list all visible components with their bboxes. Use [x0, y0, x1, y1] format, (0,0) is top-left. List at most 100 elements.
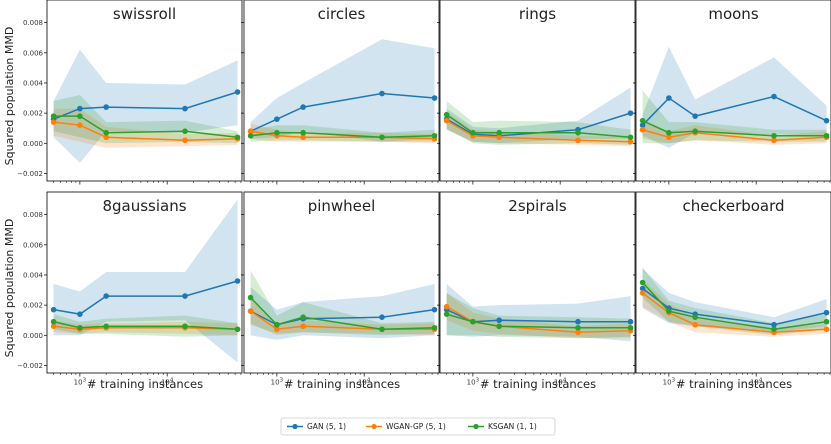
data-point-gan-5-1	[77, 105, 83, 112]
legend-frame	[280, 417, 556, 436]
panel-title: moons	[708, 5, 758, 23]
data-point-ksgan-1-1	[470, 129, 476, 136]
data-point-ksgan-1-1	[103, 323, 109, 330]
data-point-wgan-gp-5-1	[692, 321, 698, 328]
confidence-band-wgan-gp-5-1	[446, 111, 631, 147]
y-tick-label: −0.002	[17, 362, 43, 370]
y-axis-label-top: Squared population MMD	[3, 27, 16, 166]
confidence-band-wgan-gp-5-1	[250, 123, 435, 144]
data-point-ksgan-1-1	[627, 134, 634, 141]
legend: GAN (5, 1) WGAN-GP (5, 1) KSGAN (1, 1)	[280, 417, 556, 436]
data-point-wgan-gp-5-1	[575, 137, 581, 144]
plot-area	[47, 0, 242, 181]
data-point-wgan-gp-5-1	[443, 117, 450, 124]
data-point-ksgan-1-1	[470, 318, 476, 325]
legend-label-gan: GAN (5, 1)	[307, 422, 346, 431]
confidence-band-wgan-gp-5-1	[446, 293, 631, 339]
confidence-band-ksgan-1-1	[642, 267, 827, 336]
data-point-wgan-gp-5-1	[300, 323, 306, 330]
data-point-ksgan-1-1	[300, 129, 306, 136]
x-axis-label-3: # training instances	[480, 377, 596, 391]
plot-frame	[46, 191, 243, 374]
data-point-wgan-gp-5-1	[50, 323, 57, 330]
data-point-gan-5-1	[379, 314, 385, 320]
plot-frame	[635, 0, 831, 182]
plot-area	[636, 0, 831, 181]
legend-marker-gan	[292, 423, 298, 430]
data-point-gan-5-1	[639, 122, 646, 128]
data-point-wgan-gp-5-1	[443, 303, 450, 310]
data-point-wgan-gp-5-1	[247, 308, 254, 314]
legend-marker-ksgan	[473, 423, 479, 430]
data-point-ksgan-1-1	[771, 326, 777, 333]
x-axis-label-1: # training instances	[87, 377, 203, 391]
data-point-gan-5-1	[496, 317, 502, 324]
confidence-band-gan-5-1	[250, 39, 435, 142]
confidence-band-ksgan-1-1	[642, 90, 827, 144]
data-point-wgan-gp-5-1	[496, 134, 502, 141]
data-point-gan-5-1	[639, 285, 646, 292]
data-point-wgan-gp-5-1	[182, 137, 188, 144]
y-tick-label: 0.006	[23, 241, 44, 249]
data-point-ksgan-1-1	[666, 129, 672, 136]
plot-frame	[243, 0, 440, 182]
data-point-gan-5-1	[379, 90, 385, 97]
panel-2spirals: 2spirals 103 104	[437, 191, 636, 387]
panel-circles: circles	[241, 0, 440, 185]
data-point-gan-5-1	[234, 89, 241, 95]
x-tick-label: 104	[358, 378, 371, 387]
panel-swissroll: swissroll −0.002 0.000 0.002 0.004 0.006 0.008	[17, 0, 243, 185]
data-point-ksgan-1-1	[771, 132, 777, 139]
x-axis-label-4: # training instances	[676, 377, 792, 391]
data-point-ksgan-1-1	[234, 326, 241, 333]
confidence-band-gan-5-1	[53, 199, 238, 363]
legend-label-ksgan: KSGAN (1, 1)	[488, 422, 537, 431]
panel-pinwheel: pinwheel 103 104	[241, 191, 440, 387]
data-point-gan-5-1	[823, 309, 830, 316]
data-point-gan-5-1	[627, 110, 634, 116]
data-point-wgan-gp-5-1	[247, 128, 254, 135]
data-point-gan-5-1	[50, 306, 57, 313]
data-point-ksgan-1-1	[692, 128, 698, 135]
data-point-ksgan-1-1	[274, 321, 280, 328]
confidence-band-gan-5-1	[250, 284, 435, 340]
plot-area	[244, 192, 439, 373]
data-point-ksgan-1-1	[627, 324, 634, 331]
confidence-band-gan-5-1	[446, 87, 631, 144]
y-tick-label: 0.006	[23, 49, 44, 57]
x-tick-label: 103	[467, 378, 480, 387]
data-point-gan-5-1	[692, 113, 698, 119]
data-point-ksgan-1-1	[496, 129, 502, 136]
data-point-gan-5-1	[627, 318, 634, 325]
data-point-ksgan-1-1	[443, 311, 450, 317]
plot-frame	[439, 0, 636, 182]
data-point-ksgan-1-1	[575, 129, 581, 136]
confidence-band-gan-5-1	[446, 284, 631, 342]
data-point-wgan-gp-5-1	[639, 290, 646, 296]
data-point-wgan-gp-5-1	[77, 122, 83, 128]
x-tick-label: 103	[74, 378, 87, 387]
plot-area	[636, 192, 831, 373]
data-point-wgan-gp-5-1	[103, 134, 109, 141]
data-point-gan-5-1	[823, 117, 830, 124]
x-tick-label: 103	[663, 378, 676, 387]
panel-title: pinwheel	[308, 197, 376, 215]
x-tick-label: 104	[161, 378, 174, 387]
data-point-ksgan-1-1	[182, 128, 188, 135]
data-point-gan-5-1	[431, 306, 438, 313]
panel-title: swissroll	[113, 5, 176, 23]
data-point-ksgan-1-1	[77, 324, 83, 331]
data-point-ksgan-1-1	[431, 324, 438, 331]
data-point-gan-5-1	[431, 95, 438, 101]
y-tick-label: 0.002	[23, 302, 43, 310]
data-point-gan-5-1	[666, 95, 672, 101]
data-point-gan-5-1	[103, 293, 109, 299]
confidence-band-ksgan-1-1	[446, 293, 631, 339]
y-tick-label: 0.000	[23, 140, 43, 148]
data-point-ksgan-1-1	[666, 308, 672, 314]
data-point-gan-5-1	[182, 105, 188, 112]
panel-title: rings	[519, 5, 556, 23]
data-point-wgan-gp-5-1	[50, 119, 57, 125]
panel-title: circles	[318, 5, 366, 23]
data-point-wgan-gp-5-1	[666, 134, 672, 141]
